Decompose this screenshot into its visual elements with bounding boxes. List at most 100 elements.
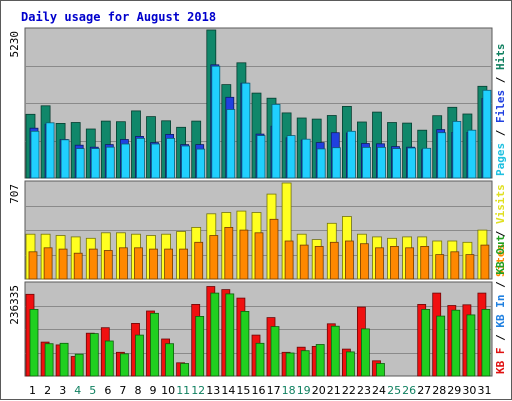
x-tick-label: 16 — [252, 384, 266, 397]
bar-pages-6 — [105, 146, 115, 179]
bar-sites-20 — [314, 245, 324, 280]
bar-sites-30 — [465, 254, 475, 280]
bar-sites-10 — [164, 248, 174, 280]
bar-kb-out-24 — [376, 363, 385, 377]
x-tick-label: 19 — [297, 384, 311, 397]
bar-sites-28 — [435, 254, 445, 280]
bar-pages-8 — [136, 137, 145, 179]
bar-sites-9 — [149, 248, 158, 280]
bar-sites-22 — [344, 240, 354, 280]
legend-kbf-kbin-kbout: KB F / KB In / KB Out — [494, 235, 507, 374]
legend-hits-files-pages: Pages / Files / Hits — [494, 44, 507, 177]
bar-sites-7 — [119, 247, 128, 280]
bar-sites-13 — [209, 235, 219, 280]
bar-kb-out-31 — [481, 308, 491, 377]
bar-sites-21 — [329, 241, 339, 280]
bar-sites-2 — [43, 247, 53, 280]
bar-sites-4 — [73, 252, 83, 280]
bar-sites-31 — [480, 244, 490, 280]
bar-kb-out-20 — [315, 344, 325, 377]
bar-pages-9 — [151, 143, 160, 179]
bar-pages-25 — [392, 148, 401, 179]
bar-kb-out-8 — [135, 334, 144, 377]
panel-visits-sites: 707 Sites / Visits — [8, 180, 507, 280]
bar-pages-21 — [331, 147, 341, 179]
x-tick-label: 18 — [282, 384, 296, 397]
bar-pages-27 — [422, 147, 432, 179]
x-tick-label: 23 — [357, 384, 371, 397]
chart-title: Daily usage for August 2018 — [21, 10, 216, 24]
bar-pages-24 — [377, 146, 386, 179]
ymax-label: 236335 — [8, 285, 21, 325]
legend-separator: / — [494, 224, 507, 244]
bar-kb-out-10 — [165, 343, 175, 377]
bar-kb-out-2 — [44, 343, 54, 377]
panel-hits-files-pages: 5230 Pages / Files / Hits — [8, 27, 507, 179]
bar-kb-out-13 — [210, 292, 220, 377]
bar-pages-5 — [90, 148, 100, 179]
x-tick-label: 20 — [312, 384, 326, 397]
bar-sites-15 — [239, 229, 249, 280]
bar-pages-26 — [407, 147, 417, 179]
bar-kb-out-29 — [451, 309, 461, 377]
bar-sites-18 — [284, 240, 294, 280]
x-tick-label: 12 — [191, 384, 205, 397]
bar-sites-1 — [28, 251, 38, 280]
bar-kb-out-11 — [180, 363, 190, 377]
x-tick-label: 15 — [236, 384, 250, 397]
ymax-label: 5230 — [8, 31, 21, 58]
legend-entry-pages: Pages — [494, 143, 507, 176]
bar-sites-8 — [134, 247, 143, 280]
legend-separator: / — [494, 328, 507, 348]
bar-kb-out-15 — [240, 310, 250, 377]
bar-pages-28 — [437, 132, 447, 179]
legend-entry-sites: Sites — [494, 244, 507, 277]
x-tick-label: 3 — [59, 384, 66, 397]
bar-pages-10 — [166, 137, 176, 179]
bar-kb-out-3 — [59, 342, 69, 377]
bar-kb-out-27 — [421, 308, 431, 377]
legend-entry-kb-f: KB F — [494, 348, 507, 375]
x-tick-label: 22 — [342, 384, 356, 397]
legend-entry-kb-out: KB Out — [494, 235, 507, 275]
bar-pages-11 — [181, 145, 191, 179]
bar-pages-18 — [286, 135, 296, 179]
bar-sites-19 — [299, 244, 309, 280]
bar-kb-out-5 — [89, 333, 99, 377]
x-tick-label: 31 — [478, 384, 492, 397]
bar-pages-4 — [75, 148, 85, 179]
bar-pages-30 — [467, 129, 477, 179]
bar-kb-out-6 — [104, 340, 114, 377]
x-tick-label: 9 — [150, 384, 157, 397]
legend-entry-visits: Visits — [494, 184, 507, 224]
bar-sites-14 — [224, 226, 234, 280]
bar-kb-out-30 — [466, 314, 476, 377]
x-tick-label: 13 — [206, 384, 220, 397]
x-tick-label: 17 — [267, 384, 281, 397]
bar-sites-23 — [359, 243, 369, 280]
legend-visits-sites: Sites / Visits — [494, 184, 507, 277]
bar-kb-out-21 — [330, 325, 340, 377]
bar-kb-out-18 — [285, 352, 295, 377]
bar-kb-out-7 — [120, 353, 129, 377]
bar-sites-26 — [405, 247, 415, 280]
x-tick-label: 26 — [402, 384, 416, 397]
bar-sites-5 — [88, 248, 98, 280]
bar-sites-12 — [194, 241, 204, 280]
bar-pages-29 — [452, 121, 462, 179]
x-tick-label: 4 — [74, 384, 81, 397]
legend-separator: / — [494, 70, 507, 90]
bar-sites-29 — [450, 251, 460, 280]
x-tick-label: 25 — [387, 384, 401, 397]
bar-sites-6 — [103, 250, 113, 280]
x-tick-label: 27 — [417, 384, 431, 397]
bar-pages-13 — [211, 65, 221, 179]
x-tick-label: 24 — [372, 384, 386, 397]
bar-kb-out-19 — [300, 350, 310, 377]
bar-pages-3 — [60, 139, 70, 179]
bar-pages-16 — [256, 135, 266, 179]
bar-pages-23 — [361, 146, 371, 179]
x-tick-label: 8 — [135, 384, 142, 397]
